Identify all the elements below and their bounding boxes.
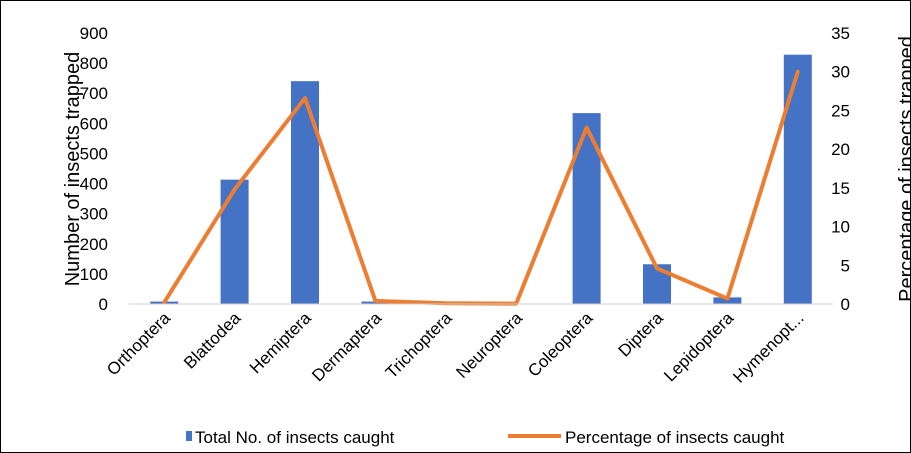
bar [713, 297, 742, 304]
bar [220, 179, 249, 304]
bar [783, 54, 812, 305]
x-tick-label: Dermaptera [308, 308, 385, 385]
y2-tick-label: 35 [831, 24, 850, 43]
x-tick-label: Neuroptera [452, 308, 526, 382]
legend-label-line: Percentage of insects caught [565, 428, 785, 447]
y2-axis-title: Percentage of insects trapped [896, 36, 911, 302]
x-tick-label: Blattodea [180, 308, 245, 373]
y-tick-label: 600 [80, 114, 108, 133]
bar [291, 81, 319, 305]
legend-label-bars: Total No. of insects caught [195, 428, 395, 447]
y-tick-label: 700 [80, 84, 108, 103]
y-tick-label: 0 [99, 295, 108, 314]
y-tick-label: 800 [80, 54, 108, 73]
y-tick-label: 400 [80, 175, 108, 194]
y2-tick-label: 20 [831, 140, 850, 159]
x-tick-label: Hemiptera [246, 308, 315, 377]
y-axis-title: Number of insects trapped [62, 52, 84, 287]
x-tick-label: Lepidoptera [660, 308, 737, 385]
x-tick-label: Diptera [615, 308, 668, 361]
x-tick-label: Coleoptera [524, 308, 597, 381]
y-tick-label: 100 [80, 265, 108, 284]
x-tick-label: Hymenopt... [729, 308, 807, 386]
y2-tick-label: 10 [831, 218, 850, 237]
right-axis-ticks: 0 5 10 15 20 25 30 35 [831, 24, 850, 314]
y2-tick-label: 30 [831, 63, 850, 82]
percentage-line [162, 69, 800, 306]
y2-tick-label: 15 [831, 179, 850, 198]
bar-series [150, 54, 812, 305]
y-tick-label: 500 [80, 144, 108, 163]
x-tick-label: Trichoptera [382, 308, 456, 382]
left-axis-ticks: 0 100 200 300 400 500 600 700 800 900 [80, 24, 108, 314]
category-axis-labels: Orthoptera Blattodea HemipteraDermapteraTr… [103, 308, 807, 387]
line-series [162, 69, 800, 306]
x-tick-label: Orthoptera [103, 308, 174, 379]
y-tick-label: 300 [80, 205, 108, 224]
y2-tick-label: 25 [831, 101, 850, 120]
y-tick-label: 200 [80, 235, 108, 254]
y-tick-label: 900 [80, 24, 108, 43]
legend-swatch-bars [186, 431, 192, 441]
bar [572, 113, 601, 304]
legend: Total No. of insects caught Percentage o… [186, 428, 785, 447]
y2-tick-label: 0 [841, 295, 850, 314]
y2-tick-label: 5 [841, 256, 850, 275]
